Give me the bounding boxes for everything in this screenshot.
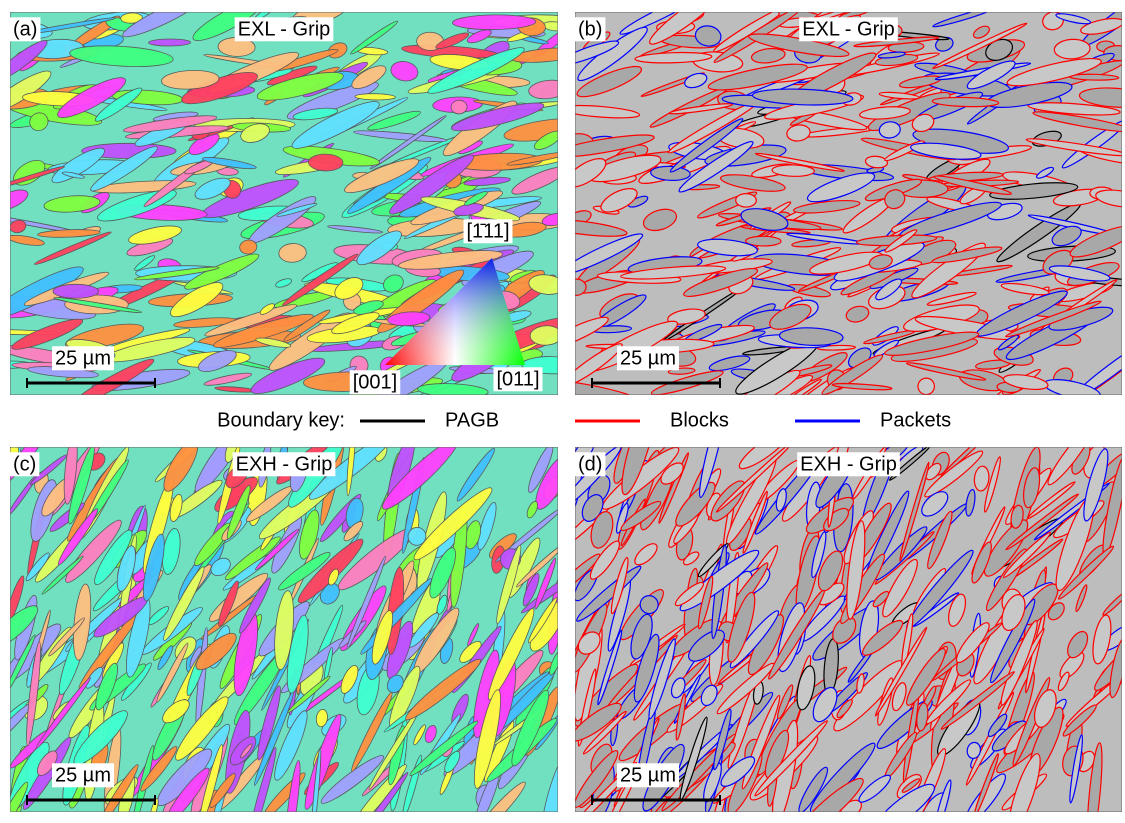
panel-title: EXL - Grip	[802, 18, 895, 40]
scale-bar-label-box: 25 µm	[52, 346, 114, 370]
scale-bar-label-box: 25 µm	[617, 346, 679, 370]
ipf-key-left: [001]	[353, 371, 397, 393]
panel-title: EXH - Grip	[236, 453, 333, 475]
legend-label: Blocks	[670, 409, 729, 431]
scale-bar-label: 25 µm	[620, 347, 676, 369]
ipf-key-right-box: [011]	[494, 367, 543, 391]
grain	[308, 154, 343, 171]
grain	[148, 39, 190, 46]
boundary	[565, 279, 586, 296]
ipf-key-top-box: [1̄11]	[464, 219, 513, 243]
scale-bar-label-box: 25 µm	[617, 763, 679, 787]
scale-bar-label: 25 µm	[55, 347, 111, 369]
grain	[53, 284, 99, 298]
panel-label-box: (a)	[10, 17, 40, 41]
panel-label: (b)	[578, 18, 602, 40]
figure: (a) EXL - Grip 25 µm [1̄11] [001] [011] (b) EXL…	[0, 0, 1125, 823]
panel-label: (d)	[578, 453, 602, 475]
scale-bar-label: 25 µm	[620, 764, 676, 786]
legend-label: Packets	[880, 409, 951, 431]
boundary	[736, 194, 757, 208]
ipf-key-top: [1̄11]	[467, 220, 510, 242]
panel-label-box: (c)	[10, 452, 39, 476]
panel-label-box: (b)	[575, 17, 605, 41]
micrograph	[0, 417, 591, 823]
ipf-key-left-box: [001]	[350, 370, 400, 394]
panel-title-box: EXL - Grip	[799, 17, 898, 41]
scale-bar-label: 25 µm	[55, 764, 111, 786]
panel-label-box: (d)	[575, 452, 605, 476]
panel-title: EXH - Grip	[800, 453, 897, 475]
panel-title: EXL - Grip	[238, 18, 331, 40]
ipf-key-right: [011]	[497, 368, 540, 390]
scale-bar-label-box: 25 µm	[52, 763, 114, 787]
panel-label: (c)	[13, 453, 36, 475]
panel-title-box: EXH - Grip	[797, 452, 900, 476]
boundary-key-title: Boundary key:	[217, 409, 345, 431]
grain	[355, 93, 396, 100]
panel-label: (a)	[13, 18, 37, 40]
panel-title-box: EXH - Grip	[233, 452, 336, 476]
legend-label: PAGB	[445, 409, 499, 431]
panel-title-box: EXL - Grip	[235, 17, 334, 41]
